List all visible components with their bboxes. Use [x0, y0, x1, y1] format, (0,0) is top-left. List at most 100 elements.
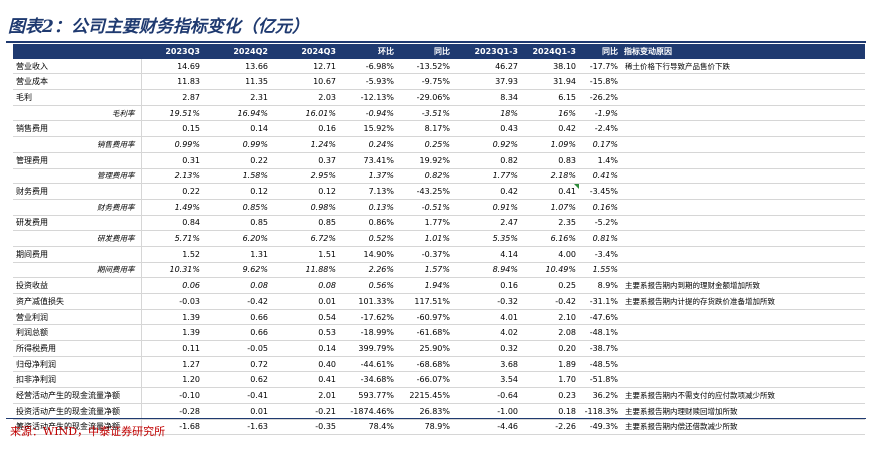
- table-row: 研发费用 0.84 0.85 0.85 0.86% 1.77% 2.47 2.35 -5.2%: [13, 215, 865, 232]
- table-cell: 0.54: [271, 309, 339, 326]
- table-cell: 0.14: [271, 340, 339, 357]
- table-cell: -31.1%: [579, 293, 621, 310]
- table-cell: 1.01%: [397, 230, 453, 247]
- row-label: 营业成本: [13, 73, 141, 91]
- row-label: 扣非净利润: [13, 371, 141, 389]
- header-cell: 2024Q3: [271, 44, 339, 59]
- table-cell: 1.07%: [521, 199, 579, 216]
- table-cell: 36.2%: [579, 387, 621, 404]
- table-cell: 38.10: [521, 58, 579, 75]
- table-cell: 11.83: [140, 73, 203, 91]
- table-cell: 0.99%: [140, 136, 203, 153]
- table-cell: 0.08: [203, 277, 271, 294]
- table-cell: 10.67: [271, 73, 339, 91]
- figure-title: 图表2：公司主要财务指标变化（亿元）: [8, 17, 309, 37]
- row-label: 研发费用率: [13, 230, 141, 247]
- table-cell: 0.24%: [339, 136, 397, 153]
- table-cell: 0.01: [271, 293, 339, 310]
- table-cell: 0.13%: [339, 199, 397, 216]
- table-cell: 1.09%: [521, 136, 579, 153]
- table-cell: -0.35: [271, 419, 339, 436]
- row-label: 期间费用率: [13, 262, 141, 279]
- table-cell: 0.22: [140, 183, 203, 200]
- table-row: 营业成本 11.83 11.35 10.67 -5.93% -9.75% 37.93 31.9…: [13, 73, 865, 91]
- table-cell: -66.07%: [397, 371, 453, 389]
- change-reason-note: [621, 73, 865, 91]
- table-cell: 8.9%: [579, 277, 621, 294]
- table-cell: -0.41: [203, 387, 271, 404]
- table-cell: 4.02: [453, 324, 521, 342]
- table-cell: -1.00: [453, 403, 521, 420]
- table-cell: 2.47: [453, 215, 521, 232]
- change-reason-note: 稀土价格下行导致产品售价下跌: [621, 58, 865, 75]
- row-label: 期间费用: [13, 246, 141, 263]
- ratio-row: 毛利率 19.51% 16.94% 16.01% -0.94% -3.51% 18% 16% -…: [13, 105, 865, 122]
- table-cell: 0.08: [271, 277, 339, 294]
- table-cell: 0.12: [203, 183, 271, 200]
- row-label: 经营活动产生的现金流量净额: [13, 387, 141, 404]
- table-cell: 0.12: [271, 183, 339, 200]
- table-cell: 1.70: [521, 371, 579, 389]
- table-cell: 0.81%: [579, 230, 621, 247]
- table-row: 资产减值损失 -0.03 -0.42 0.01 101.33% 117.51% -0.32-…: [13, 293, 865, 310]
- change-reason-note: [621, 199, 865, 216]
- table-cell: -26.2%: [579, 89, 621, 106]
- row-label: 管理费用: [13, 152, 141, 169]
- change-reason-note: 主要系报告期内理财赎回增加所致: [621, 403, 865, 420]
- table-cell: 0.83: [521, 152, 579, 169]
- table-cell: 0.41: [521, 183, 579, 200]
- table-cell: 19.92%: [397, 152, 453, 169]
- table-cell: -118.3%: [579, 403, 621, 420]
- table-cell: 0.22: [203, 152, 271, 169]
- ratio-row: 管理费用率 2.13% 1.58% 2.95% 1.37% 0.82% 1.77% 2.18%…: [13, 168, 865, 185]
- table-cell: -0.94%: [339, 105, 397, 122]
- table-cell: 6.20%: [203, 230, 271, 247]
- table-cell: 4.00: [521, 246, 579, 263]
- table-cell: 0.98%: [271, 199, 339, 216]
- table-cell: 0.25%: [397, 136, 453, 153]
- table-row: 管理费用 0.31 0.22 0.37 73.41% 19.92% 0.82 0.83 1.4%: [13, 152, 865, 169]
- header-cell: [13, 44, 141, 59]
- table-cell: 11.35: [203, 73, 271, 91]
- table-cell: -0.10: [140, 387, 203, 404]
- row-label: 财务费用率: [13, 199, 141, 216]
- table-cell: -1.68: [140, 419, 203, 436]
- table-row: 营业收入 14.69 13.66 12.71 -6.98% -13.52% 46.27 38.…: [13, 58, 865, 75]
- table-cell: 1.27: [140, 356, 203, 373]
- table-cell: -18.99%: [339, 324, 397, 342]
- table-row: 筹资活动产生的现金流量净额 -1.68 -1.63 -0.35 78.4% 78.9% -4…: [13, 419, 865, 436]
- table-cell: 0.42: [521, 120, 579, 138]
- change-reason-note: [621, 340, 865, 357]
- table-cell: 25.90%: [397, 340, 453, 357]
- source-note: 来源：WIND，中泰证券研究所: [10, 425, 166, 438]
- table-cell: 0.32: [453, 340, 521, 357]
- table-row: 毛利 2.87 2.31 2.03 -12.13% -29.06% 8.34 6.15 -26.…: [13, 89, 865, 106]
- table-cell: 0.85: [271, 215, 339, 232]
- table-cell: 0.16: [453, 277, 521, 294]
- change-reason-note: [621, 371, 865, 389]
- row-label: 归母净利润: [13, 356, 141, 373]
- change-reason-note: [621, 120, 865, 138]
- table-cell: 2.26%: [339, 262, 397, 279]
- table-row: 期间费用 1.52 1.31 1.51 14.90% -0.37% 4.14 4.00 -3.4…: [13, 246, 865, 263]
- table-cell: 31.94: [521, 73, 579, 91]
- table-cell: 6.16%: [521, 230, 579, 247]
- change-reason-note: 主要系报告期内到期的理财金额增加所致: [621, 277, 865, 294]
- table-cell: 0.66: [203, 309, 271, 326]
- ratio-row: 研发费用率 5.71% 6.20% 6.72% 0.52% 1.01% 5.35% 6.16%…: [13, 230, 865, 247]
- table-cell: 8.94%: [453, 262, 521, 279]
- table-cell: 0.11: [140, 340, 203, 357]
- change-reason-note: [621, 152, 865, 169]
- table-cell: -68.68%: [397, 356, 453, 373]
- table-cell: 5.35%: [453, 230, 521, 247]
- header-cell: 2024Q1-3: [521, 44, 579, 59]
- table-cell: 6.72%: [271, 230, 339, 247]
- row-label: 研发费用: [13, 215, 141, 232]
- table-cell: -13.52%: [397, 58, 453, 75]
- table-cell: -0.32: [453, 293, 521, 310]
- table-cell: -17.62%: [339, 309, 397, 326]
- table-cell: 2.87: [140, 89, 203, 106]
- table-cell: 10.31%: [140, 262, 203, 279]
- table-cell: 1.57%: [397, 262, 453, 279]
- table-cell: -0.64: [453, 387, 521, 404]
